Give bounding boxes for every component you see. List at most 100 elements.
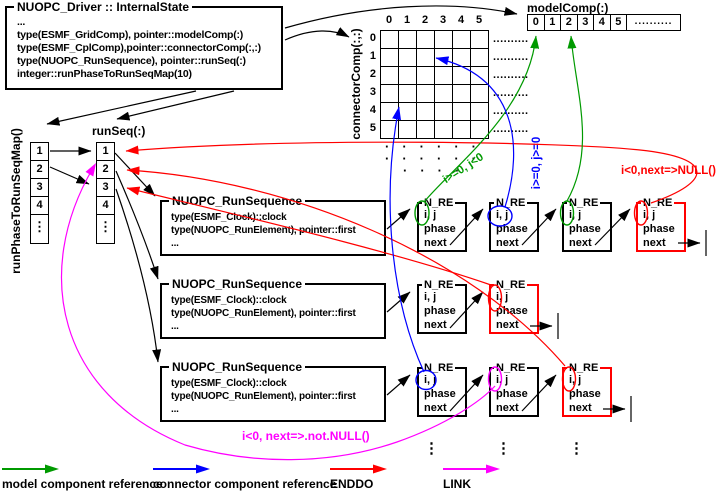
n-re-field-next: next <box>569 237 592 249</box>
internal-state-line-modelcomp: type(ESMF_GridComp), pointer::modelComp(… <box>17 29 244 41</box>
enddo-condition-label: i<0,next=>NULL() <box>621 165 716 177</box>
nre-continuation-dots: ⋮ <box>496 440 511 457</box>
run-seq-cell-more: ⋮ <box>99 219 112 234</box>
run-sequence-line-first: type(NUOPC_RunElement), pointer::first <box>171 308 356 319</box>
n-re-fields: i, j phase next <box>424 208 456 250</box>
connector-row-header: 5 <box>369 122 376 134</box>
run-phase-map-cell: 2 <box>31 161 48 179</box>
run-seq-cell: 4 <box>97 197 114 215</box>
n-re-box-r1c1: N_RE i, j phase next <box>417 196 467 252</box>
run-sequence-lines: type(ESMF_Clock)::clock type(NUOPC_RunEl… <box>171 294 356 333</box>
legend-enddo-arrowhead <box>373 464 387 474</box>
model-comp-cell: 0 <box>528 15 545 30</box>
arrow-runseq1-to-runsequence1 <box>114 152 156 197</box>
run-sequence-line-clock: type(ESMF_Clock)::clock <box>171 212 287 223</box>
connector-col-header: 1 <box>403 14 411 26</box>
connector-col-header: 5 <box>475 14 483 26</box>
connector-col-header: 0 <box>385 14 393 26</box>
run-sequence-line-clock: type(ESMF_Clock)::clock <box>171 378 287 389</box>
arrow-runseq2-to-runsequence2 <box>115 170 159 280</box>
n-re-box-r2c2-enddo: N_RE i, j phase next <box>489 278 539 334</box>
internal-state-line-connectorcomp: type(ESMF_CplComp),pointer::connectorCom… <box>17 42 261 54</box>
n-re-field-phase: phase <box>496 388 528 400</box>
internal-state-line-runphasemap: integer::runPhaseToRunSeqMap(10) <box>17 68 192 80</box>
model-comp-label: modelComp(:) <box>527 1 609 15</box>
n-re-field-phase: phase <box>496 305 528 317</box>
run-phase-map-label: runPhaseToRunSeqMap() <box>9 128 23 274</box>
connector-row-header: 2 <box>369 68 376 80</box>
n-re-field-ij: i, j <box>569 209 582 221</box>
run-sequence-line-dots: ... <box>171 321 179 332</box>
n-re-field-phase: phase <box>424 388 456 400</box>
n-re-fields: i, j phase next <box>496 290 528 332</box>
run-sequence-title: NUOPC_RunSequence <box>169 360 306 374</box>
n-re-field-ij: i, j <box>496 209 509 221</box>
internal-state-box: NUOPC_Driver :: InternalState ... type(E… <box>5 0 283 90</box>
n-re-fields: i, j phase next <box>569 208 601 250</box>
run-seq-cell: 2 <box>97 161 114 179</box>
n-re-field-phase: phase <box>643 223 675 235</box>
model-ref-arrow-to-modelcomp2 <box>566 35 584 202</box>
legend-enddo-label: ENDDO <box>330 477 374 491</box>
n-re-field-ij: i, j <box>496 291 509 303</box>
run-phase-map-cell: 4 <box>31 197 48 215</box>
legend-connector-ref-arrowhead <box>196 464 210 474</box>
legend-model-ref-label: model component reference <box>2 477 163 491</box>
arrow-runseq3-to-runsequence3 <box>115 188 162 363</box>
connector-row-dots: .......... <box>493 105 529 117</box>
internal-state-title: NUOPC_Driver :: InternalState <box>14 0 193 14</box>
legend-arrows <box>2 464 500 474</box>
connector-ref-condition-label: i>=0, j>=0 <box>531 136 543 190</box>
arrow-runsequence3-to-first-element <box>386 374 411 396</box>
run-sequence-title: NUOPC_RunSequence <box>169 277 306 291</box>
arrow-runsequence2-to-first-element <box>386 291 411 313</box>
n-re-field-ij: i, j <box>643 209 656 221</box>
n-re-box-r1c2: N_RE i, j phase next <box>489 196 539 252</box>
run-phase-map-array: 1 2 3 4 ⋮ <box>30 142 49 244</box>
n-re-fields: i, j phase next <box>424 290 456 332</box>
link-arrowhead <box>85 163 96 177</box>
internal-state-lines: ... type(ESMF_GridComp), pointer::modelC… <box>17 16 261 81</box>
n-re-field-next: next <box>424 319 447 331</box>
model-comp-cell: 4 <box>594 15 611 30</box>
n-re-field-ij: i, j <box>424 374 437 386</box>
legend-link-label: LINK <box>443 477 471 491</box>
n-re-field-next: next <box>496 402 519 414</box>
n-re-field-next: next <box>496 319 519 331</box>
nre-continuation-dots: ⋮ <box>424 440 439 457</box>
run-sequence-line-dots: ... <box>171 238 179 249</box>
internal-state-line-runseq: type(NUOPC_RunSequence), pointer::runSeq… <box>17 55 246 67</box>
connector-row-header: 1 <box>369 50 376 62</box>
n-re-field-ij: i, j <box>424 291 437 303</box>
n-re-box-r2c1: N_RE i, j phase next <box>417 278 467 334</box>
legend-link-arrowhead <box>486 464 500 474</box>
n-re-field-next: next <box>424 402 447 414</box>
run-sequence-line-dots: ... <box>171 404 179 415</box>
model-comp-array: 0 1 2 3 4 5 .......... <box>527 14 681 31</box>
run-sequence-line-first: type(NUOPC_RunElement), pointer::first <box>171 225 356 236</box>
model-comp-cell: 3 <box>578 15 594 30</box>
n-re-field-next: next <box>424 237 447 249</box>
nre-continuation-dots: ⋮ <box>569 440 584 457</box>
link-condition-label: i<0, next=>.not.NULL() <box>242 429 370 443</box>
n-re-fields: i, j phase next <box>424 373 456 415</box>
n-re-field-ij: i, j <box>424 209 437 221</box>
connector-row-header: 3 <box>369 86 376 98</box>
n-re-field-phase: phase <box>569 223 601 235</box>
n-re-fields: i, j phase next <box>569 373 601 415</box>
connector-row-dots: .......... <box>493 69 529 81</box>
arrow-internalstate-to-runseq <box>116 90 235 121</box>
n-re-fields: i, j phase next <box>643 208 675 250</box>
model-comp-cell: 5 <box>611 15 627 30</box>
connector-col-header: 3 <box>439 14 447 26</box>
model-comp-cell: 2 <box>561 15 578 30</box>
arrow-runsequence1-to-first-element <box>386 208 411 230</box>
model-comp-cell: 1 <box>545 15 561 30</box>
run-sequence-line-first: type(NUOPC_RunElement), pointer::first <box>171 391 356 402</box>
n-re-field-phase: phase <box>496 223 528 235</box>
legend-model-ref-arrowhead <box>45 464 59 474</box>
n-re-field-ij: i, j <box>496 374 509 386</box>
run-sequence-box-3: NUOPC_RunSequence type(ESMF_Clock)::cloc… <box>160 360 386 422</box>
connector-row-header: 4 <box>369 104 376 116</box>
